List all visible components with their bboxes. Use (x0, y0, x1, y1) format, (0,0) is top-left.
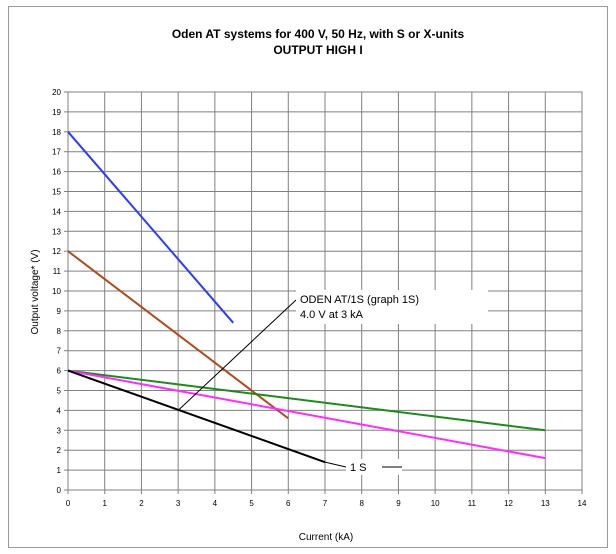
x-tick-label: 6 (286, 499, 291, 508)
chart-title: Oden AT systems for 400 V, 50 Hz, with S… (172, 27, 465, 41)
x-tick-label: 1 (102, 499, 107, 508)
x-tick-label: 11 (468, 499, 477, 508)
series-line-4 (67, 369, 546, 460)
x-tick-label: 3 (176, 499, 181, 508)
y-tick-label: 18 (52, 128, 61, 137)
chart-subtitle: OUTPUT HIGH I (273, 43, 362, 57)
y-tick-label: 5 (57, 387, 62, 396)
label-1s-text: 1 S (350, 462, 367, 474)
label-1s-leader (324, 461, 347, 468)
y-tick-label: 20 (52, 88, 61, 97)
x-tick-label: 5 (249, 499, 254, 508)
y-tick-label: 10 (52, 287, 61, 296)
x-tick-label: 13 (541, 499, 550, 508)
y-tick-label: 13 (52, 227, 61, 236)
annotation-text-2: 4.0 V at 3 kA (300, 309, 364, 321)
x-axis-label: Current (kA) (299, 532, 353, 543)
x-tick-label: 12 (504, 499, 513, 508)
x-tick-label: 10 (431, 499, 440, 508)
annotation-leader-line (177, 299, 297, 411)
x-tick-label: 7 (323, 499, 328, 508)
y-tick-label: 4 (57, 406, 62, 415)
x-tick-label: 9 (396, 499, 401, 508)
series-lines (67, 131, 546, 464)
y-tick-label: 7 (57, 347, 62, 356)
x-tick-label: 2 (139, 499, 144, 508)
series-line-2 (67, 250, 289, 420)
y-tick-label: 0 (57, 486, 62, 495)
y-tick-label: 11 (53, 267, 62, 276)
y-tick-label: 8 (57, 327, 62, 336)
x-tick-label: 8 (359, 499, 364, 508)
y-tick-label: 16 (52, 168, 61, 177)
y-tick-label: 2 (57, 446, 62, 455)
series-line-1 (67, 131, 234, 324)
y-tick-label: 12 (52, 247, 61, 256)
x-tick-labels: 0 1 2 3 4 5 6 7 8 9 10 11 12 13 14 (66, 499, 587, 508)
y-tick-label: 14 (52, 207, 61, 216)
annotations: ODEN AT/1S (graph 1S) 4.0 V at 3 kA 1 S (177, 290, 488, 475)
y-tick-label: 9 (57, 307, 62, 316)
y-tick-label: 6 (57, 367, 62, 376)
annotation-box (296, 290, 488, 324)
series-line-5 (67, 369, 326, 464)
y-tick-label: 17 (52, 148, 61, 157)
series-line-3 (67, 369, 546, 432)
y-axis-label: Output voltage* (V) (30, 249, 41, 334)
annotation-text-1: ODEN AT/1S (graph 1S) (300, 294, 419, 306)
y-tick-label: 19 (52, 108, 61, 117)
label-1s-box (346, 459, 402, 475)
x-tick-label: 0 (66, 499, 71, 508)
y-tick-label: 15 (52, 188, 61, 197)
y-tick-label: 1 (57, 466, 62, 475)
x-tick-label: 4 (213, 499, 218, 508)
y-tick-label: 3 (57, 426, 62, 435)
x-tick-label: 14 (578, 499, 587, 508)
